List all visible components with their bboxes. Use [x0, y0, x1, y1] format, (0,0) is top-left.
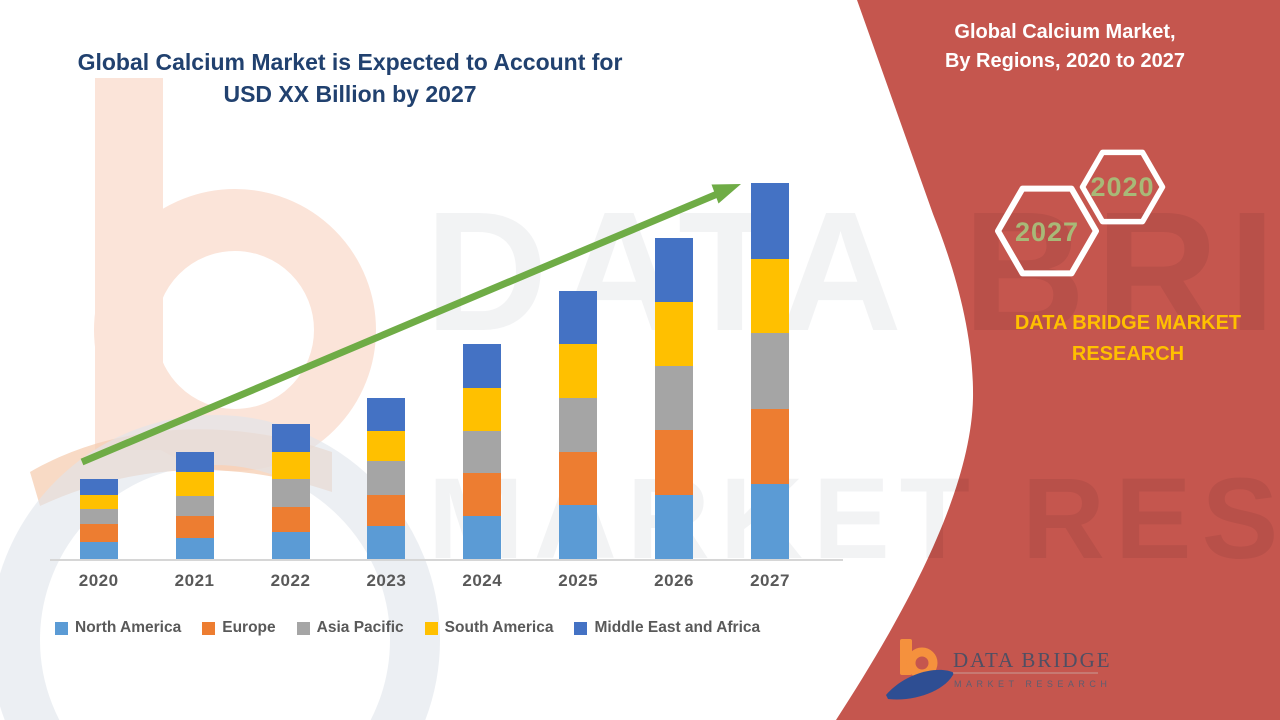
bar-segment — [751, 409, 789, 484]
brand-name-line1: DATA BRIDGE MARKET — [1014, 312, 1242, 334]
watermark-text-red: MARKET RESEARCH — [428, 455, 1280, 583]
bar-segment — [559, 505, 598, 560]
x-axis-label: 2027 — [750, 571, 790, 590]
brand-name-text: DATA BRIDGE MARKET RESEARCH — [1000, 308, 1256, 370]
x-axis-label: 2020 — [78, 571, 119, 590]
bar-segment — [559, 452, 598, 505]
legend-item: Middle East and Africa — [574, 619, 760, 637]
legend-label: Asia Pacific — [316, 619, 404, 636]
bar-segment — [463, 473, 502, 516]
bar-segment — [271, 507, 310, 532]
bar-segment — [655, 238, 694, 302]
bar-segment — [271, 479, 310, 507]
bar-chart — [79, 183, 789, 560]
bar-segment — [79, 479, 118, 495]
trend-arrow-line — [80, 188, 724, 466]
bar-segment — [367, 526, 406, 560]
bar-segment — [79, 509, 118, 524]
legend-swatch-icon — [55, 621, 68, 635]
bar-segment — [175, 472, 214, 496]
chart-title: Global Calcium Market is Expected to Acc… — [60, 46, 640, 110]
bar-segment — [559, 291, 598, 344]
bar-segment — [367, 461, 406, 495]
bar-segment — [463, 388, 502, 431]
hexagon-2027: 2027 — [995, 185, 1099, 277]
brand-logo: DATA BRIDGE MARKET RESEARCH — [886, 639, 1112, 700]
bar-segment — [271, 452, 310, 479]
bar-segment — [79, 542, 118, 560]
legend-swatch-icon — [296, 621, 310, 635]
legend-swatch-icon — [574, 621, 588, 635]
bar-segment — [367, 431, 406, 461]
bar-segment — [559, 344, 598, 398]
trend-arrow — [80, 184, 741, 466]
bar-segment — [655, 430, 694, 495]
bar-segment — [367, 398, 406, 431]
x-axis-label: 2025 — [558, 571, 599, 590]
legend-label: South America — [444, 619, 554, 636]
bar-segment — [271, 424, 310, 452]
legend-swatch-icon — [202, 621, 216, 635]
bar-segment — [463, 516, 502, 560]
bar-segment — [79, 495, 118, 509]
trend-arrow-head — [711, 184, 741, 204]
bar-segment — [751, 183, 789, 259]
bar-segment — [175, 452, 214, 472]
bar-segment — [751, 484, 789, 560]
x-axis-label: 2024 — [462, 571, 503, 590]
bar-segment — [655, 366, 694, 430]
bar-segment — [175, 496, 214, 516]
legend-item: Europe — [202, 619, 276, 637]
hexagon-2020: 2020 — [1079, 149, 1166, 225]
x-axis-label: 2021 — [174, 571, 215, 590]
bar-segment — [271, 532, 310, 560]
bar-segment — [367, 495, 406, 526]
watermark-circle — [0, 415, 440, 720]
legend-label: Europe — [222, 619, 276, 636]
x-axis-labels: 2020 2021 2022 2023 2024 2025 2026 2027 — [78, 571, 790, 590]
x-axis-label: 2022 — [270, 571, 311, 590]
hexagon-2027-label: 2027 — [1015, 217, 1079, 247]
logo-subtitle: MARKET RESEARCH — [954, 679, 1111, 689]
panel-title-line1: Global Calcium Market, — [954, 21, 1176, 43]
logo-swoosh-icon — [886, 669, 954, 700]
bar-segment — [463, 344, 502, 388]
legend-swatch-icon — [424, 621, 438, 635]
chart-title-line1: Global Calcium Market is Expected to Acc… — [77, 49, 623, 75]
hexagon-2020-label: 2020 — [1090, 172, 1154, 202]
legend-item: North America — [55, 619, 181, 637]
legend-item: South America — [424, 619, 554, 637]
hexagon-2020-outline — [1079, 149, 1166, 225]
legend-label: North America — [75, 619, 182, 636]
bar-segment — [559, 398, 598, 452]
chart-overlay — [50, 184, 843, 561]
logo-name: DATA BRIDGE — [953, 648, 1112, 672]
hexagon-2027-outline — [995, 185, 1099, 277]
legend-item: Asia Pacific — [296, 619, 404, 637]
bar-segment — [751, 333, 789, 409]
chart-title-line2: USD XX Billion by 2027 — [223, 81, 477, 107]
bar-segment — [175, 516, 214, 538]
x-axis-label: 2026 — [654, 571, 694, 590]
panel-title: Global Calcium Market, By Regions, 2020 … — [920, 18, 1210, 76]
chart-legend: North America Europe Asia Pacific South Ame… — [55, 614, 845, 642]
bar-segment — [79, 524, 118, 542]
bar-segment — [655, 495, 694, 560]
legend-label: Middle East and Africa — [594, 619, 761, 636]
bar-segment — [751, 259, 789, 333]
side-panel-background — [836, 0, 1280, 720]
brand-name-line2: RESEARCH — [1071, 343, 1185, 365]
bar-segment — [463, 431, 502, 473]
x-axis-label: 2023 — [366, 571, 407, 590]
bar-segment — [655, 302, 694, 366]
bar-segment — [175, 538, 214, 560]
panel-title-line2: By Regions, 2020 to 2027 — [944, 50, 1186, 72]
